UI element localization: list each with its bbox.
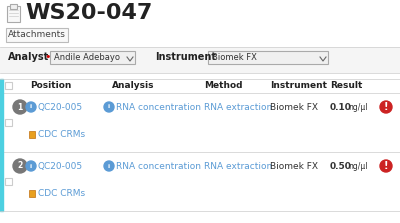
FancyBboxPatch shape (0, 47, 400, 73)
Text: WS20-047: WS20-047 (25, 3, 152, 23)
Circle shape (13, 100, 27, 114)
Text: RNA concentration: RNA concentration (116, 103, 201, 112)
FancyBboxPatch shape (7, 6, 20, 22)
Text: Instrument: Instrument (270, 81, 327, 90)
Text: RNA extraction: RNA extraction (204, 162, 272, 171)
Circle shape (104, 161, 114, 171)
Circle shape (26, 161, 36, 171)
Text: 2: 2 (17, 161, 23, 171)
Circle shape (104, 102, 114, 112)
FancyBboxPatch shape (208, 51, 328, 64)
Text: Attachments: Attachments (8, 30, 66, 39)
Text: 0.10: 0.10 (330, 103, 352, 112)
Bar (0, 152, 3, 211)
Text: Result: Result (330, 81, 362, 90)
Text: Andile Adebayo: Andile Adebayo (54, 53, 120, 62)
Text: i: i (30, 163, 32, 169)
Circle shape (380, 160, 392, 172)
FancyBboxPatch shape (50, 51, 135, 64)
Text: Biomek FX: Biomek FX (270, 162, 318, 171)
Text: 0.50: 0.50 (330, 162, 352, 171)
Text: Method: Method (204, 81, 242, 90)
Text: Analysis: Analysis (112, 81, 154, 90)
Bar (0, 79, 3, 93)
Text: i: i (108, 163, 110, 169)
Text: !: ! (384, 161, 388, 171)
Text: !: ! (384, 102, 388, 112)
Text: ng/μl: ng/μl (348, 162, 368, 171)
FancyBboxPatch shape (29, 131, 35, 138)
Text: CDC CRMs: CDC CRMs (38, 130, 85, 138)
Text: Analyst: Analyst (8, 52, 49, 62)
Text: i: i (30, 105, 32, 109)
Text: i: i (108, 105, 110, 109)
Text: 1: 1 (17, 103, 23, 112)
Text: QC20-005: QC20-005 (38, 103, 83, 112)
Text: Instrument: Instrument (155, 52, 216, 62)
Text: QC20-005: QC20-005 (38, 162, 83, 171)
Circle shape (13, 159, 27, 173)
Text: Biomek FX: Biomek FX (212, 53, 257, 62)
FancyBboxPatch shape (6, 28, 68, 42)
Text: Biomek FX: Biomek FX (270, 103, 318, 112)
Text: ng/μl: ng/μl (348, 103, 368, 112)
Text: Position: Position (30, 81, 71, 90)
FancyBboxPatch shape (5, 82, 12, 89)
FancyBboxPatch shape (5, 178, 12, 184)
FancyBboxPatch shape (29, 190, 35, 197)
Text: •: • (44, 52, 50, 62)
FancyBboxPatch shape (10, 4, 17, 9)
Circle shape (380, 101, 392, 113)
Circle shape (26, 102, 36, 112)
Text: RNA concentration: RNA concentration (116, 162, 201, 171)
Text: CDC CRMs: CDC CRMs (38, 189, 85, 198)
Text: RNA extraction: RNA extraction (204, 103, 272, 112)
FancyBboxPatch shape (5, 118, 12, 126)
Bar (0, 93, 3, 152)
